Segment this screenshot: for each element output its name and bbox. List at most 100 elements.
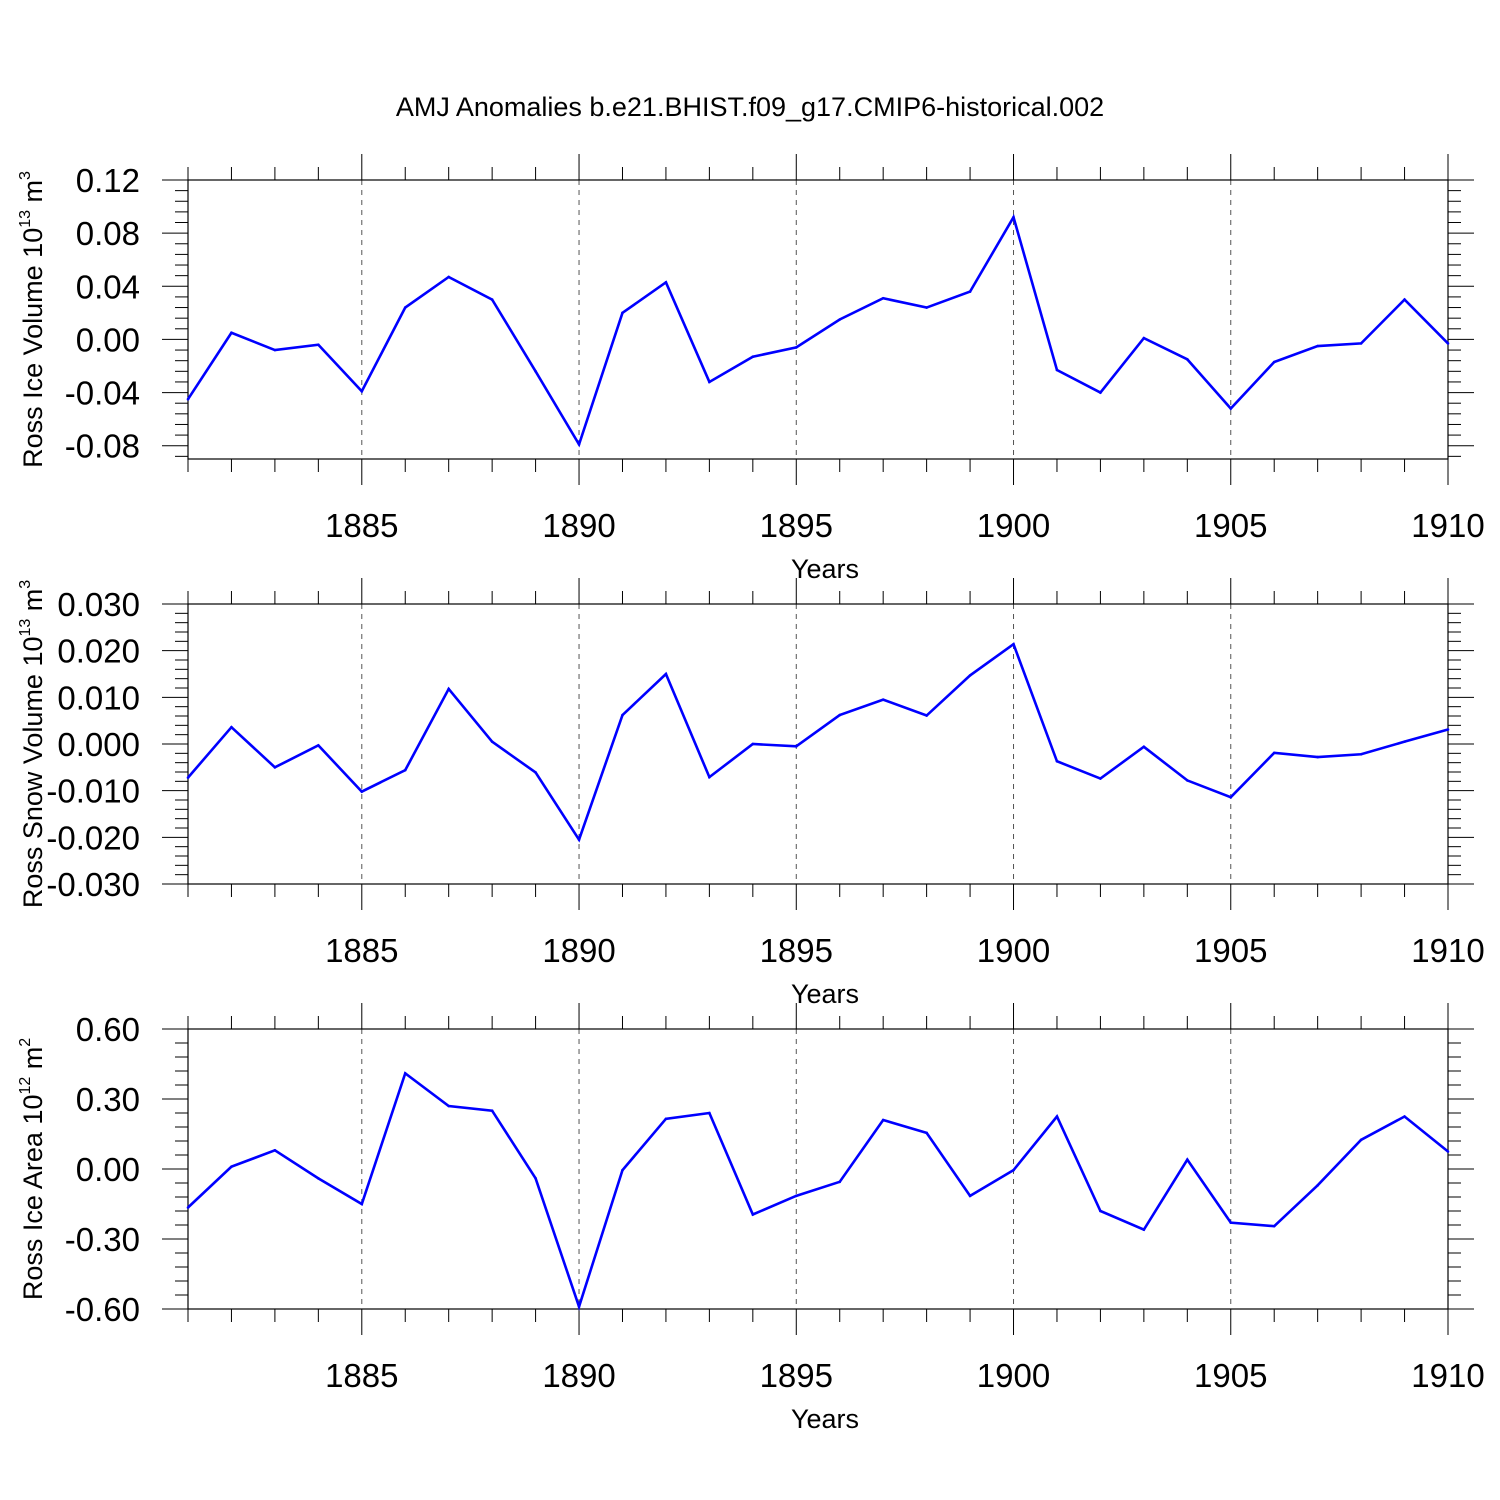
y-tick-label: 0.08: [76, 215, 140, 252]
data-point: [838, 1180, 842, 1184]
x-tick-label: 1890: [542, 507, 615, 544]
data-point: [1359, 342, 1363, 345]
data-point: [534, 771, 537, 774]
y-tick-label: -0.04: [65, 375, 140, 412]
data-point: [838, 713, 842, 717]
x-tick-label: 1900: [977, 1357, 1050, 1394]
data-point: [1142, 1228, 1146, 1231]
data-point: [186, 1206, 190, 1209]
data-point: [273, 766, 277, 769]
x-tick-label: 1910: [1411, 932, 1484, 969]
data-point: [751, 355, 755, 359]
data-point: [273, 1149, 277, 1152]
y-axis-label: Ross Ice Area 1012 m2: [17, 1038, 48, 1300]
y-tick-label: 0.00: [76, 321, 140, 358]
data-point: [1272, 1224, 1276, 1228]
y-axis-label: Ross Snow Volume 1013 m3: [17, 580, 48, 908]
data-point: [1446, 1150, 1450, 1153]
y-axis-label-exponent: 13: [17, 210, 34, 228]
data-point: [534, 370, 537, 373]
x-axis-label: Years: [791, 979, 859, 1009]
y-axis-label-unit: m: [18, 589, 48, 619]
data-point: [1359, 752, 1363, 756]
data-point: [708, 380, 711, 384]
data-point: [360, 1202, 364, 1206]
data-point: [1272, 751, 1276, 755]
y-axis-label-unit-exponent: 3: [17, 171, 34, 180]
x-tick-label: 1885: [325, 507, 398, 544]
y-tick-label: -0.30: [65, 1221, 140, 1258]
data-point: [1099, 777, 1102, 780]
data-point: [490, 298, 494, 301]
data-point: [1403, 740, 1406, 743]
plot-frame: [187, 1028, 1449, 1310]
data-point: [621, 311, 624, 315]
x-tick-label: 1910: [1411, 1357, 1484, 1394]
data-point: [621, 713, 624, 717]
y-tick-label: 0.04: [76, 268, 140, 305]
data-point: [1316, 344, 1319, 348]
data-point: [490, 740, 494, 743]
x-tick-label: 1905: [1194, 1357, 1267, 1394]
data-point: [534, 1177, 537, 1180]
y-axis-label-unit-exponent: 2: [17, 1038, 34, 1047]
x-tick-label: 1905: [1194, 932, 1267, 969]
panel-2: -0.030 -0.020 -0.010 0.000 0.010 0.020 0.030 18…: [17, 578, 1485, 1009]
data-point: [1403, 1115, 1406, 1118]
data-point: [317, 343, 320, 347]
plot-frame: [187, 179, 1449, 460]
y-tick-label: 0.30: [76, 1081, 140, 1118]
series-line: [186, 213, 1449, 448]
x-tick-label: 1890: [542, 1357, 615, 1394]
y-axis-label-exponent: 13: [17, 619, 34, 637]
data-point: [1446, 342, 1450, 345]
y-tick-label: 0.60: [76, 1011, 140, 1048]
data-point: [1272, 360, 1276, 364]
data-point: [360, 389, 364, 393]
x-tick-label: 1895: [760, 932, 833, 969]
y-axis-label-unit-exponent: 3: [17, 580, 34, 589]
data-point: [794, 346, 798, 349]
data-point: [1316, 755, 1319, 759]
panel-3: -0.60 -0.30 0.00 0.30 0.60 1885 1890 1895 1900 19…: [17, 1003, 1485, 1434]
y-tick-label: -0.08: [65, 428, 140, 465]
plot-frame: [187, 603, 1449, 885]
chart-title: AMJ Anomalies b.e21.BHIST.f09_g17.CMIP6-…: [396, 92, 1104, 122]
data-point: [1186, 358, 1189, 361]
data-point: [577, 838, 581, 841]
data-point: [1359, 1138, 1363, 1142]
data-point: [881, 296, 885, 300]
y-axis-label-text: Ross Ice Area 10: [18, 1095, 48, 1301]
data-point: [317, 1177, 320, 1180]
data-point: [925, 1131, 928, 1135]
data-point: [230, 1165, 233, 1168]
y-tick-label: -0.010: [46, 773, 140, 810]
data-point: [273, 348, 277, 352]
y-tick-label: 0.00: [76, 1151, 140, 1188]
panel-1: -0.08 -0.04 0.00 0.04 0.08 0.12 1885 1890 1895 19…: [17, 154, 1485, 584]
y-tick-label: 0.020: [57, 633, 140, 670]
y-axis-label: Ross Ice Volume 1013 m3: [17, 171, 48, 468]
y-tick-label: -0.60: [65, 1291, 140, 1328]
data-point: [664, 1117, 668, 1121]
data-point: [881, 1118, 885, 1122]
x-tick-label: 1890: [542, 932, 615, 969]
data-point: [881, 698, 885, 701]
data-point: [490, 1109, 494, 1112]
y-tick-label: 0.12: [76, 162, 140, 199]
data-point: [1229, 407, 1233, 410]
series-line: [187, 642, 1449, 843]
x-tick-label: 1900: [977, 932, 1050, 969]
data-point: [1186, 779, 1189, 782]
y-axis-label-exponent: 12: [17, 1077, 34, 1095]
data-point: [1186, 1158, 1189, 1161]
data-point: [925, 714, 928, 717]
y-axis-label-text: Ross Snow Volume 10: [18, 637, 48, 909]
y-axis-label-unit: m: [18, 1047, 48, 1077]
data-point: [230, 725, 233, 729]
data-point: [403, 306, 407, 309]
data-point: [1012, 642, 1015, 646]
data-point: [925, 306, 928, 309]
x-tick-label: 1910: [1411, 507, 1484, 544]
data-point: [317, 744, 320, 747]
